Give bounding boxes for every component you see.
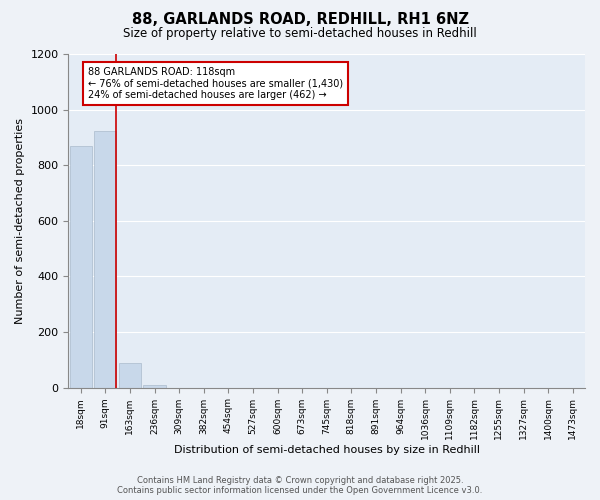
- Y-axis label: Number of semi-detached properties: Number of semi-detached properties: [15, 118, 25, 324]
- Text: 88, GARLANDS ROAD, REDHILL, RH1 6NZ: 88, GARLANDS ROAD, REDHILL, RH1 6NZ: [131, 12, 469, 28]
- Bar: [119, 362, 141, 388]
- Text: Size of property relative to semi-detached houses in Redhill: Size of property relative to semi-detach…: [123, 28, 477, 40]
- Text: 88 GARLANDS ROAD: 118sqm
← 76% of semi-detached houses are smaller (1,430)
24% o: 88 GARLANDS ROAD: 118sqm ← 76% of semi-d…: [88, 66, 343, 100]
- Bar: [70, 146, 92, 388]
- Bar: [94, 130, 116, 388]
- X-axis label: Distribution of semi-detached houses by size in Redhill: Distribution of semi-detached houses by …: [174, 445, 480, 455]
- Text: Contains HM Land Registry data © Crown copyright and database right 2025.
Contai: Contains HM Land Registry data © Crown c…: [118, 476, 482, 495]
- Bar: [143, 385, 166, 388]
